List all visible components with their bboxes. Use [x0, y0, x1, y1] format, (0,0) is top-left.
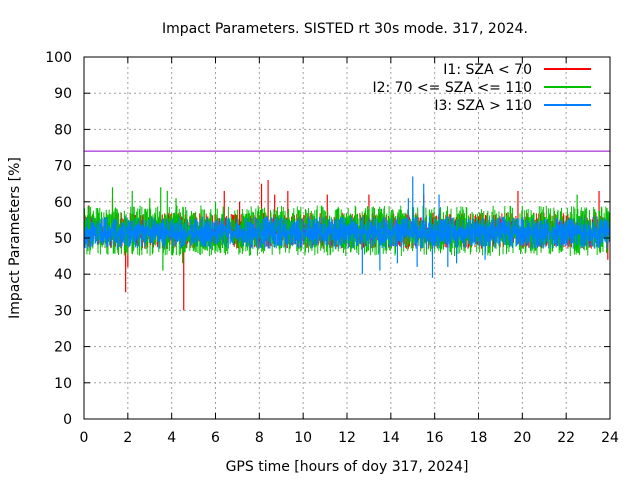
- y-tick-label: 60: [54, 195, 72, 211]
- y-tick-label: 70: [54, 159, 72, 175]
- x-tick-label: 14: [382, 430, 400, 446]
- x-tick-label: 6: [211, 430, 220, 446]
- y-tick-label: 80: [54, 122, 72, 138]
- legend-label-1: I1: SZA < 70: [443, 62, 532, 78]
- x-tick-label: 22: [557, 430, 575, 446]
- x-tick-label: 20: [513, 430, 531, 446]
- y-tick-label: 20: [54, 340, 72, 356]
- legend-label-3: I3: SZA > 110: [434, 98, 532, 114]
- x-tick-label: 4: [167, 430, 176, 446]
- x-tick-label: 2: [123, 430, 132, 446]
- y-tick-label: 90: [54, 86, 72, 102]
- legend-label-2: I2: 70 <= SZA <= 110: [372, 80, 532, 96]
- y-tick-label: 100: [45, 50, 72, 66]
- x-tick-label: 8: [255, 430, 264, 446]
- x-tick-label: 24: [601, 430, 619, 446]
- y-axis-label: Impact Parameters [%]: [7, 157, 23, 319]
- y-tick-label: 50: [54, 231, 72, 247]
- chart-title: Impact Parameters. SISTED rt 30s mode. 3…: [162, 21, 528, 37]
- y-tick-label: 40: [54, 267, 72, 283]
- x-tick-label: 0: [80, 430, 89, 446]
- x-tick-label: 16: [426, 430, 444, 446]
- x-tick-label: 12: [338, 430, 356, 446]
- y-tick-label: 0: [63, 412, 72, 428]
- y-tick-labels: 0 10 20 30 40 50 60 70 80 90 100: [45, 50, 72, 428]
- y-tick-label: 30: [54, 303, 72, 319]
- x-tick-label: 10: [294, 430, 312, 446]
- series-group: [83, 176, 611, 311]
- x-axis-label: GPS time [hours of doy 317, 2024]: [226, 459, 469, 475]
- x-tick-label: 18: [470, 430, 488, 446]
- y-tick-label: 10: [54, 376, 72, 392]
- x-tick-labels: 0 2 4 6 8 10 12 14 16 18 20 22 24: [80, 430, 619, 446]
- tick-marks: [83, 56, 611, 420]
- legend: I1: SZA < 70 I2: 70 <= SZA <= 110 I3: SZA …: [372, 62, 591, 114]
